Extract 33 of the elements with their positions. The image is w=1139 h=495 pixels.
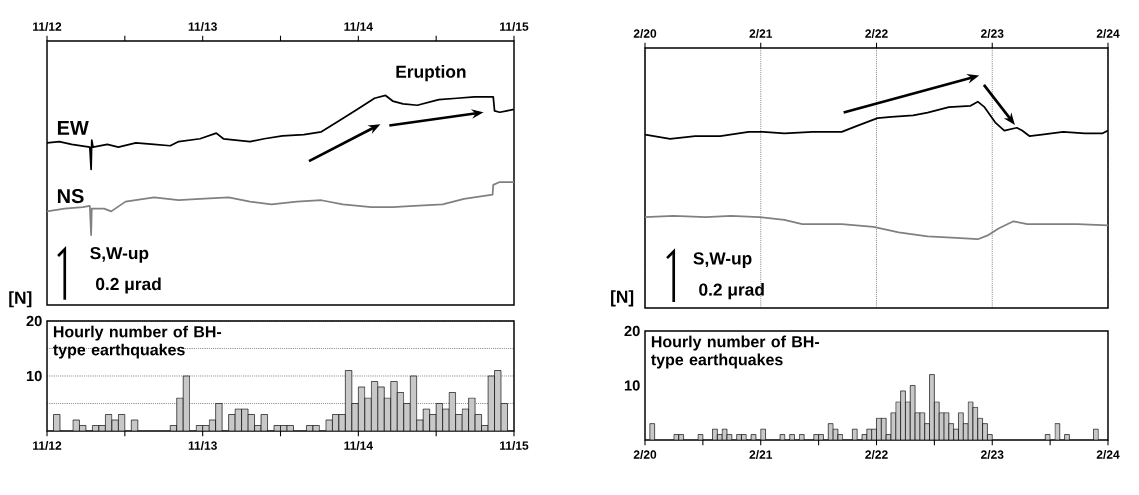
text: [N] xyxy=(9,291,32,308)
text: 0.2 μrad xyxy=(96,277,161,294)
x-tick-label: 2/22 xyxy=(865,29,888,38)
x-tick-label: 11/15 xyxy=(500,22,529,31)
x-tick-label: 2/23 xyxy=(980,450,1004,459)
text: Eruption xyxy=(396,65,466,82)
x-tick-label: 2/20 xyxy=(633,29,657,38)
series-label: NS xyxy=(57,188,84,204)
y-tick-label: 20 xyxy=(26,315,42,327)
x-tick-label: 11/14 xyxy=(344,441,373,450)
x-tick-label: 11/13 xyxy=(188,22,217,31)
y-tick-label: 10 xyxy=(26,370,42,382)
x-tick-label: 2/21 xyxy=(749,29,773,38)
x-tick-label: 2/21 xyxy=(749,450,773,459)
x-tick-label: 11/15 xyxy=(500,441,529,450)
text: S,W-up xyxy=(90,246,149,263)
x-tick-label: 2/24 xyxy=(1096,450,1120,459)
x-tick-label: 11/12 xyxy=(33,441,62,450)
y-tick-label: 20 xyxy=(624,325,640,337)
text: Hourly number of BH-type earthquakes xyxy=(53,325,222,359)
x-tick-label: 2/24 xyxy=(1096,29,1120,38)
text: 0.2 μrad xyxy=(699,283,764,300)
x-tick-label: 2/22 xyxy=(865,450,888,459)
text: S,W-up xyxy=(693,252,752,268)
x-tick-label: 11/13 xyxy=(188,441,217,450)
x-tick-label: 11/14 xyxy=(344,22,373,31)
x-tick-label: 11/12 xyxy=(33,22,62,31)
x-tick-label: 2/20 xyxy=(633,450,657,459)
text: Hourly number of BH-type earthquakes xyxy=(651,335,820,369)
series-label: EW xyxy=(57,120,89,135)
text: [N] xyxy=(611,290,634,307)
x-tick-label: 2/23 xyxy=(980,29,1004,38)
y-tick-label: 10 xyxy=(624,380,640,391)
